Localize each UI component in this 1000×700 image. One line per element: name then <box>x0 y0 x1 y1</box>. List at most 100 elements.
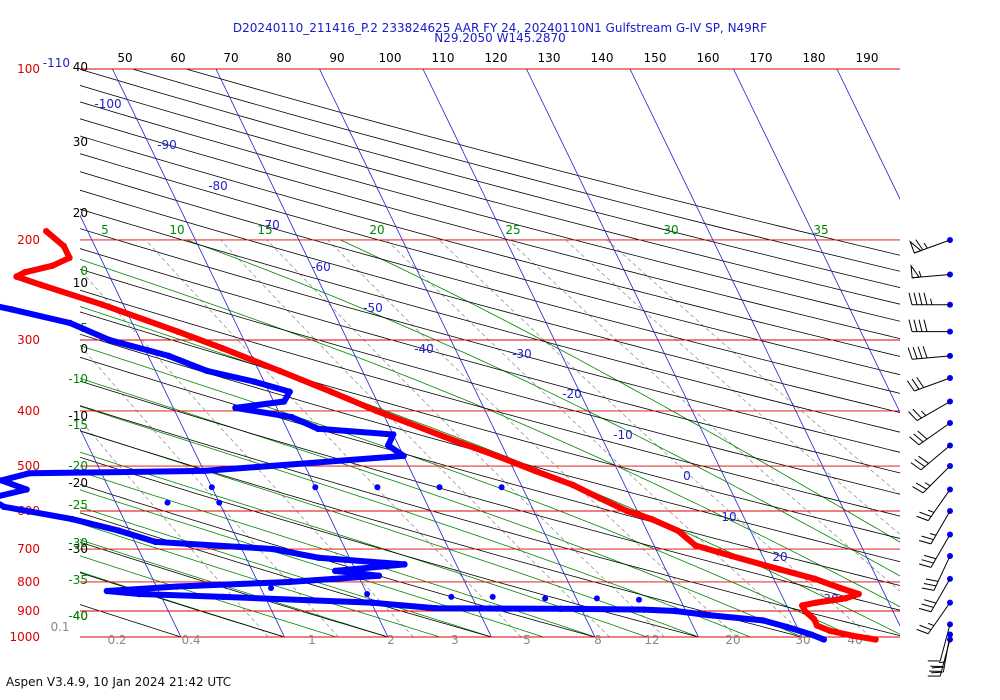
temperature-point <box>674 527 682 534</box>
dewpoint-point <box>672 607 679 615</box>
pressure-tick-label: 100 <box>17 62 40 76</box>
theta-top-label: 110 <box>432 51 455 65</box>
dewpoint-point <box>103 587 111 595</box>
isotherm-label: 20 <box>772 550 787 564</box>
wind-barb-feather <box>913 319 918 332</box>
mixing-ratio-line <box>220 239 610 637</box>
left-scale-label: 20 <box>73 206 88 220</box>
dewpoint-point <box>0 477 5 484</box>
temperature-point <box>728 552 735 560</box>
dewpoint-point <box>285 578 292 586</box>
temperature-point <box>174 328 181 335</box>
dewpoint-scatter-point <box>498 484 505 491</box>
wind-barb-half-feather <box>927 509 935 513</box>
wind-barb <box>908 398 953 421</box>
wind-barb <box>918 575 953 613</box>
theta-e-label: -25 <box>68 498 88 512</box>
wind-barb-feather <box>919 624 932 631</box>
wind-barb-half-feather <box>930 298 933 305</box>
temperature-point <box>810 615 818 623</box>
temperature-point <box>405 419 412 427</box>
dewpoint-point <box>200 467 208 475</box>
moist-adiabat-line <box>186 239 900 577</box>
dewpoint-point <box>115 527 123 534</box>
temperature-point <box>813 599 820 606</box>
dewpoint-point <box>152 538 159 546</box>
wind-barb-feather <box>914 458 926 468</box>
dewpoint-point <box>66 319 74 327</box>
dry-adiabat-line <box>80 289 900 517</box>
theta-top-label: 120 <box>485 51 508 65</box>
pressure-tick-label: 900 <box>17 604 40 618</box>
pressure-tick-label: 300 <box>17 333 40 347</box>
dewpoint-point <box>250 378 257 385</box>
dry-adiabat-line <box>80 248 900 474</box>
chart-title: D20240110_211416_P.2 233824625 AAR FY 24… <box>232 21 768 35</box>
wind-barb <box>909 420 953 446</box>
pressure-tick-label: 700 <box>17 542 40 556</box>
wind-barb-flag <box>909 240 922 254</box>
mixing-ratio-label: 5 <box>523 633 531 647</box>
wind-barb-feather <box>915 239 924 251</box>
temperature-point <box>276 367 283 375</box>
isotherm-line <box>629 69 900 627</box>
isotherm-label: -60 <box>311 260 331 274</box>
dewpoint-point <box>23 486 30 493</box>
temperature-trace <box>13 228 877 643</box>
isotherm-line <box>733 69 900 414</box>
dry-adiabat-line <box>80 356 900 586</box>
wind-barb-staff <box>930 510 951 545</box>
wind-barb-feather <box>921 535 934 541</box>
wind-barb-staff <box>922 465 951 494</box>
theta-top-label: 180 <box>803 51 826 65</box>
pressure-tick-label: 500 <box>17 459 40 473</box>
dewpoint-scatter-point <box>216 499 223 506</box>
dry-adiabat-line <box>80 171 900 394</box>
left-scale-label: -10 <box>68 409 88 423</box>
mixing-ratio-label: 0.4 <box>181 633 200 647</box>
isotherm-label: -50 <box>363 301 383 315</box>
theta-w-label: 30 <box>663 223 678 237</box>
left-scale-label: 10 <box>73 276 88 290</box>
dry-adiabat-line <box>80 228 900 453</box>
wind-barb-feather <box>921 603 934 608</box>
wind-barb-half-feather <box>929 533 937 536</box>
mixing-ratio-line <box>508 239 900 592</box>
wind-barb-half-feather <box>918 270 922 278</box>
software-footer: Aspen V3.4.9, 10 Jan 2024 21:42 UTC <box>6 675 232 689</box>
temperature-point <box>837 584 844 592</box>
temperature-point <box>218 344 226 352</box>
dewpoint-point <box>300 460 308 467</box>
temperature-point <box>327 388 335 395</box>
wind-barb-staff <box>939 639 951 677</box>
temperature-point <box>826 627 834 634</box>
wind-barb-feather <box>918 292 923 305</box>
wind-barb-staff <box>912 355 951 360</box>
isotherm-label: 10 <box>721 510 736 524</box>
temperature-point <box>43 227 50 235</box>
wind-barb <box>908 319 953 335</box>
dewpoint-point <box>280 398 288 405</box>
wind-barb-feather <box>913 433 924 443</box>
chart-subtitle: N29.2050 W145.2870 <box>434 31 566 45</box>
wind-barb-staff <box>933 555 951 591</box>
wind-barb-feather <box>907 347 913 360</box>
wind-barb-feather <box>918 540 932 545</box>
wind-barb <box>910 442 953 471</box>
wind-barb-staff <box>918 422 951 446</box>
wind-barb <box>916 599 953 635</box>
theta-top-label: 70 <box>223 51 238 65</box>
wind-barb-feather <box>912 408 922 419</box>
theta-w-label: 35 <box>813 223 828 237</box>
wind-barb-feather <box>923 554 937 560</box>
dewpoint-point <box>136 590 143 598</box>
wind-barb-flag <box>910 264 921 279</box>
pressure-tick-label: 800 <box>17 575 40 589</box>
isotherm-label: -100 <box>94 97 121 111</box>
wind-barb-station <box>947 507 953 514</box>
dewpoint-point <box>106 336 113 344</box>
left-scale-label: -20 <box>68 476 88 490</box>
dewpoint-point <box>759 617 767 624</box>
dry-adiabat-line <box>80 311 900 539</box>
dewpoint-point <box>68 515 76 523</box>
